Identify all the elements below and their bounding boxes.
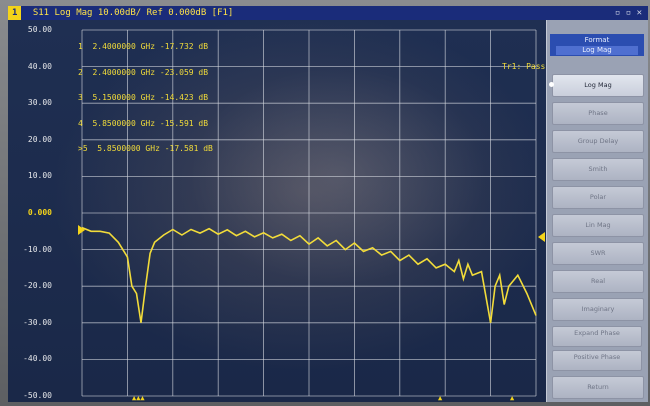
softkey-label: Phase	[588, 109, 608, 117]
softkey-label: Smith	[588, 165, 608, 173]
trace-plot	[81, 29, 537, 397]
softkey-label: Expand Phase	[574, 329, 620, 337]
softkey-return[interactable]: Return	[552, 376, 644, 399]
marker-row: 3 5.1500000 GHz -14.423 dB	[78, 93, 209, 102]
analyzer-screen: 1 S11 Log Mag 10.00dB/ Ref 0.000dB [F1] …	[8, 6, 648, 402]
s11-trace	[81, 226, 537, 323]
menu-header: Format Log Mag	[550, 34, 644, 56]
plot-grid	[81, 29, 537, 397]
marker-row: 1 2.4000000 GHz -17.732 dB	[78, 42, 209, 51]
softkey-label: Group Delay	[577, 137, 619, 145]
marker-position-triangle-icon: ▲	[438, 394, 443, 402]
y-tick-label: -30.00	[23, 317, 52, 327]
reference-level-arrow-right-icon[interactable]	[538, 232, 545, 242]
softkey-log-mag[interactable]: Log Mag	[549, 74, 644, 97]
menu-title: Format	[584, 36, 610, 44]
y-tick-label: 50.00	[27, 25, 52, 34]
softkey-label: SWR	[590, 249, 606, 257]
softkey-real[interactable]: Real	[552, 270, 644, 293]
y-tick-label: 30.00	[27, 98, 52, 108]
y-tick-label: -10.00	[23, 244, 52, 254]
marker-position-triangle-icon: ▲	[510, 394, 515, 402]
marker-row: >5 5.8500000 GHz -17.581 dB	[78, 144, 213, 153]
marker-row: 2 2.4000000 GHz -23.059 dB	[78, 67, 209, 77]
marker-row: 4 5.8500000 GHz -15.591 dB	[78, 118, 209, 128]
softkey-lin-mag[interactable]: Lin Mag	[552, 214, 644, 237]
y-tick-label: -50.00	[23, 391, 52, 400]
y-tick-label: -40.00	[23, 354, 52, 364]
selected-dot-icon	[549, 82, 554, 87]
reference-level-arrow-icon[interactable]	[78, 225, 85, 235]
plot-area	[8, 20, 546, 402]
menu-current-value: Log Mag	[556, 46, 638, 55]
softkey-positive-phase[interactable]: Positive Phase	[552, 350, 642, 371]
y-tick-label: 40.00	[27, 61, 52, 71]
softkey-polar[interactable]: Polar	[552, 186, 644, 209]
marker-position-triangles-icon: ▲▲▲	[132, 394, 145, 402]
softkey-label: Positive Phase	[573, 353, 621, 361]
trace-label[interactable]: S11 Log Mag 10.00dB/ Ref 0.000dB [F1]	[32, 8, 234, 18]
softkey-label: Real	[590, 277, 605, 285]
softkey-label: Imaginary	[581, 305, 615, 313]
softkey-phase[interactable]: Phase	[552, 102, 644, 125]
title-bar: 1 S11 Log Mag 10.00dB/ Ref 0.000dB [F1] …	[8, 6, 648, 20]
marker-readout: 1 2.4000000 GHz -17.732 dB 2 2.4000000 G…	[78, 26, 213, 171]
y-tick-label: 20.00	[27, 134, 52, 144]
window-controls-icon[interactable]: ▫ ▫ ✕	[614, 8, 642, 18]
y-tick-label: 10.00	[27, 171, 52, 181]
softkey-panel: Format Log Mag Log Mag Phase Group Delay…	[546, 20, 648, 402]
softkey-label: Polar	[589, 193, 607, 201]
y-tick-label-ref: 0.000	[27, 208, 52, 217]
softkey-label: Lin Mag	[585, 221, 611, 229]
softkey-swr[interactable]: SWR	[552, 242, 644, 265]
y-tick-label: -20.00	[23, 281, 52, 291]
trace-status: Tr1: Pass	[502, 62, 546, 71]
softkey-group-delay[interactable]: Group Delay	[552, 130, 644, 153]
channel-badge[interactable]: 1	[8, 6, 22, 20]
softkey-label: Return	[587, 383, 609, 391]
softkey-label: Log Mag	[584, 81, 612, 89]
softkey-imaginary[interactable]: Imaginary	[552, 298, 644, 321]
softkey-expand-phase[interactable]: Expand Phase	[552, 326, 642, 347]
softkey-smith[interactable]: Smith	[552, 158, 644, 181]
